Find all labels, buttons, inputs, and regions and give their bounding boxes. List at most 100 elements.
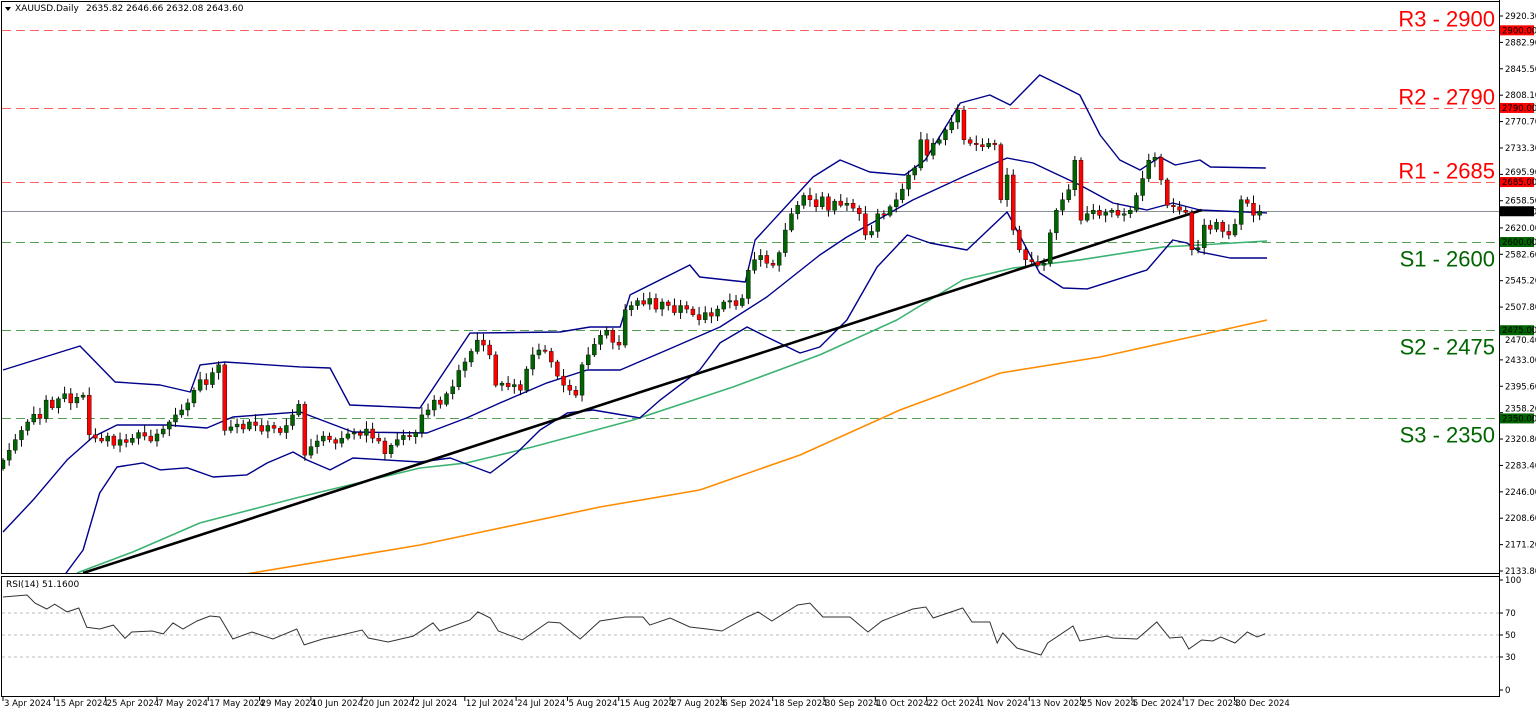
candle [518,380,523,396]
candle-body [278,428,283,433]
candle-body [80,394,86,398]
candle-body [370,428,375,439]
candle [857,205,862,221]
candle [635,297,640,310]
candle-body [1195,247,1201,250]
candle [314,434,320,454]
level-label-s3: S3 - 2350 [1400,423,1495,448]
candle-body [629,305,634,310]
candle-body [499,382,505,386]
price-tag-r1-bg [1500,177,1534,188]
candle-body [733,300,739,306]
date-tick-label: 1 Nov 2024 [979,699,1028,709]
candle [136,429,141,445]
price-tag-r2-bg [1500,102,1534,113]
candle [204,373,209,391]
candle [6,443,12,466]
candle [967,136,973,147]
candle [881,210,887,220]
candle [844,197,850,211]
candle-body [980,144,985,147]
candle-body [438,399,443,405]
candle-body [1078,159,1084,221]
candle [567,379,572,396]
candle-body [752,259,757,271]
price-tick-label: 2620.00 [1505,224,1536,234]
candle [1035,255,1041,268]
candle-body [1220,222,1225,232]
candle-body [850,203,856,209]
candle [536,343,542,360]
candle-body [666,301,671,306]
candle [629,301,634,317]
candle [43,395,49,423]
candle-body [586,354,591,366]
candle [50,396,55,410]
candle-body [216,364,221,373]
candle [111,433,117,449]
candle [364,421,369,443]
candle-body [376,437,381,442]
candle [764,250,770,269]
price-tag-s1: 2600.00 [1502,238,1536,248]
candle [62,386,67,403]
candle-body [530,354,535,370]
candle [241,419,246,434]
candle [222,362,227,436]
candle [19,426,24,447]
candle-body [142,432,147,437]
candle-body [709,312,714,317]
candle [1195,239,1201,254]
date-tick-label: 5 Dec 2024 [1133,699,1182,709]
collapse-triangle-icon[interactable] [5,7,11,11]
candle-body [1011,174,1016,231]
candle-body [567,385,572,391]
candle [776,250,782,272]
candle-body [955,109,960,123]
candle [998,142,1004,204]
candle [610,328,616,350]
price-tag-s3-bg [1500,413,1534,424]
candle [1128,206,1133,219]
price-tick-label: 2320.80 [1505,435,1536,445]
candle-body [776,252,782,266]
candle-body [869,231,874,236]
candle-body [1232,224,1238,236]
candle [1103,208,1108,223]
candle [1023,246,1028,267]
candle [1232,218,1238,238]
candle-body [715,308,720,317]
candle [74,393,80,408]
candle-body [518,384,523,391]
candle-body [512,384,517,387]
date-tick-label: 30 Dec 2024 [1236,699,1290,709]
rsi-tick-label: 100 [1505,576,1521,586]
candle [863,206,868,240]
candle-body [351,432,357,435]
current-price-tag-bg [1500,206,1534,217]
candle-body [13,439,18,451]
candle [99,433,104,444]
candle-body [1134,195,1139,211]
candle [549,347,554,368]
price-tag-s2-bg [1500,325,1534,336]
price-tick-label: 2658.50 [1505,197,1536,207]
date-tick-label: 30 Sep 2024 [825,699,879,709]
candle [900,183,905,204]
price-axis[interactable]: 2920.30 2882.90 2845.50 2808.10 2770.70 2733.… [1499,0,1536,697]
candle [740,294,745,308]
candle [894,192,899,213]
rsi-tick-label: 50 [1505,631,1516,641]
candle [1220,220,1225,238]
candle-body [456,370,462,387]
candle [616,335,622,350]
candle-body [616,342,622,346]
candle [690,306,696,317]
candle-body [1245,199,1250,204]
candle [1245,196,1250,207]
candle [813,193,819,212]
candle [87,387,92,442]
candle-body [1189,212,1195,250]
